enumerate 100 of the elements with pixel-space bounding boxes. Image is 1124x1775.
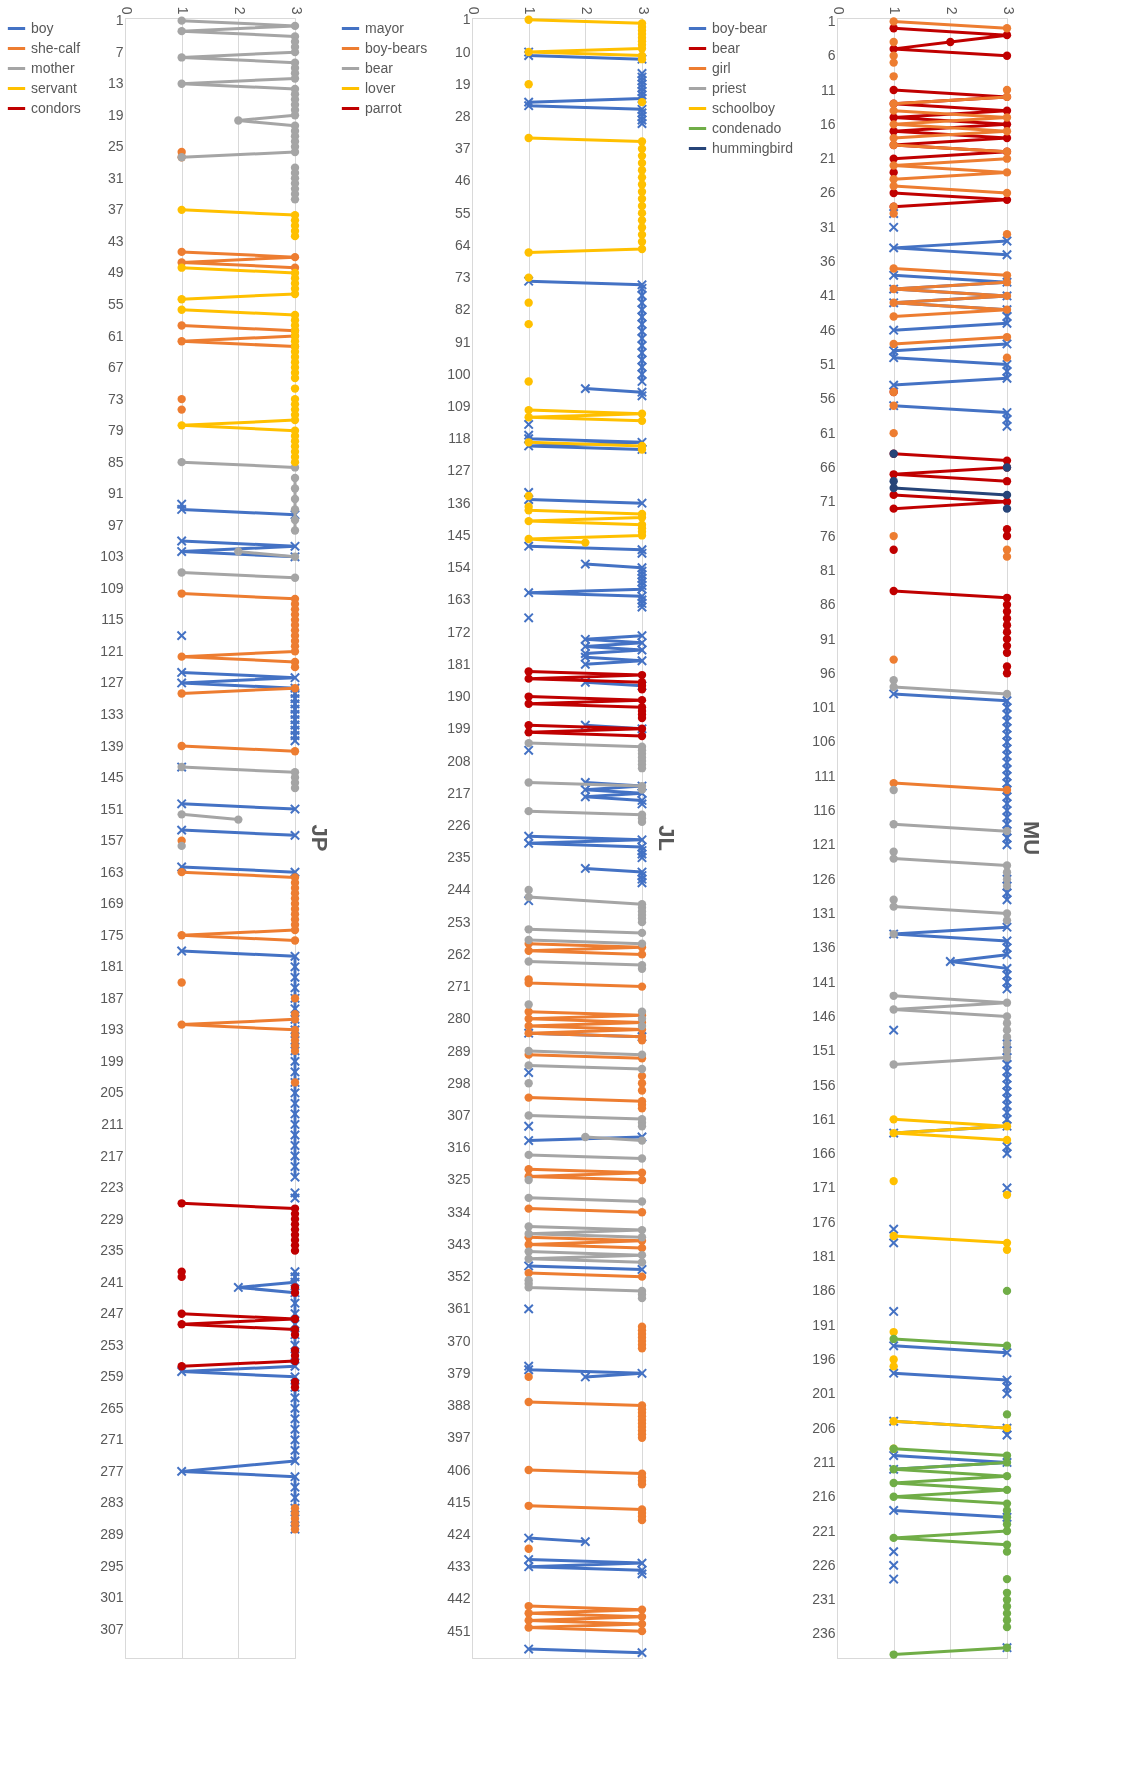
x-tick-label: 3	[635, 6, 652, 15]
y-tick-label: 86	[819, 596, 836, 613]
y-tick-label: 91	[819, 630, 836, 647]
y-tick-label: 343	[447, 1235, 471, 1252]
y-tick-label: 51	[819, 356, 836, 373]
y-tick-label: 211	[813, 1453, 836, 1470]
y-tick-label: 41	[819, 287, 836, 304]
y-tick-label: 109	[447, 398, 471, 415]
y-tick-label: 49	[107, 264, 124, 281]
y-tick-label: 157	[100, 832, 124, 849]
y-tick-label: 154	[447, 559, 471, 576]
legend-label: bear	[712, 39, 741, 56]
y-tick-label: 100	[447, 365, 471, 382]
y-tick-label: 199	[447, 720, 471, 737]
y-tick-label: 127	[100, 674, 124, 691]
y-tick-label: 229	[100, 1210, 124, 1227]
x-tick-label: 1	[887, 6, 904, 15]
text: MU	[1019, 820, 1045, 856]
y-tick-label: 236	[812, 1625, 836, 1642]
y-tick-label: 16	[819, 115, 836, 132]
legend-label: schoolboy	[712, 99, 776, 116]
x-tick-label: 1	[522, 6, 539, 15]
y-tick-label: 271	[100, 1431, 124, 1448]
y-tick-label: 176	[812, 1213, 836, 1230]
y-tick-label: 253	[100, 1336, 124, 1353]
y-tick-label: 253	[447, 913, 471, 930]
y-tick-label: 161	[812, 1110, 836, 1127]
y-tick-label: 235	[100, 1242, 124, 1259]
y-tick-label: 79	[107, 422, 124, 439]
y-tick-label: 73	[454, 269, 471, 286]
y-tick-label: 208	[447, 752, 471, 769]
y-tick-label: 151	[100, 800, 124, 817]
y-tick-label: 295	[100, 1557, 124, 1574]
y-tick-label: 223	[100, 1179, 124, 1196]
y-tick-label: 186	[812, 1282, 836, 1299]
legend-label: girl	[712, 59, 731, 76]
y-tick-label: 265	[100, 1399, 124, 1416]
y-tick-label: 175	[100, 926, 124, 943]
y-tick-label: 103	[100, 548, 124, 565]
legend-label: condors	[31, 99, 81, 116]
y-tick-label: 141	[812, 973, 836, 990]
y-tick-label: 127	[447, 462, 471, 479]
legend-label: lover	[365, 79, 396, 96]
y-tick-label: 31	[107, 169, 124, 186]
y-tick-label: 37	[454, 140, 471, 157]
y-tick-label: 370	[447, 1332, 471, 1349]
y-tick-label: 235	[447, 849, 471, 866]
y-tick-label: 205	[100, 1084, 124, 1101]
y-tick-label: 172	[447, 623, 471, 640]
y-tick-label: 191	[812, 1316, 836, 1333]
y-tick-label: 259	[100, 1368, 124, 1385]
y-tick-label: 181	[812, 1248, 836, 1265]
y-tick-label: 301	[100, 1589, 124, 1606]
y-tick-label: 307	[447, 1107, 471, 1124]
y-tick-label: 163	[447, 591, 471, 608]
y-tick-label: 169	[100, 895, 124, 912]
y-tick-label: 101	[812, 699, 836, 716]
y-tick-label: 73	[107, 390, 124, 407]
y-tick-label: 316	[447, 1139, 471, 1156]
y-tick-label: 244	[447, 881, 471, 898]
y-tick-label: 21	[819, 150, 836, 167]
y-tick-label: 139	[100, 737, 124, 754]
y-tick-label: 280	[447, 1010, 471, 1027]
legend-label: bear	[365, 59, 394, 76]
y-tick-label: 211	[101, 1115, 124, 1132]
y-tick-label: 131	[812, 904, 836, 921]
y-tick-label: 171	[812, 1179, 836, 1196]
y-tick-label: 196	[812, 1351, 836, 1368]
y-tick-label: 19	[454, 75, 471, 92]
y-tick-label: 271	[447, 978, 471, 995]
y-tick-label: 193	[100, 1021, 124, 1038]
y-tick-label: 379	[447, 1364, 471, 1381]
y-tick-label: 217	[447, 784, 471, 801]
y-tick-label: 289	[447, 1042, 471, 1059]
y-tick-label: 334	[447, 1203, 471, 1220]
x-tick-label: 1	[175, 6, 192, 15]
y-tick-label: 116	[813, 802, 836, 819]
x-tick-label: 2	[231, 6, 248, 15]
y-tick-label: 181	[100, 958, 124, 975]
y-tick-label: 36	[819, 253, 836, 270]
legend-label: she-calf	[31, 39, 81, 56]
y-tick-label: 221	[812, 1522, 836, 1539]
y-tick-label: 28	[454, 107, 471, 124]
y-tick-label: 109	[100, 579, 124, 596]
y-tick-label: 71	[819, 493, 836, 510]
text: JL	[654, 825, 680, 851]
legend-label: boy	[31, 19, 54, 36]
y-tick-label: 424	[447, 1525, 471, 1542]
y-tick-label: 325	[447, 1171, 471, 1188]
y-tick-label: 163	[100, 863, 124, 880]
y-tick-label: 76	[819, 527, 836, 544]
y-tick-label: 247	[100, 1305, 124, 1322]
y-tick-label: 298	[447, 1074, 471, 1091]
y-tick-label: 146	[812, 1007, 836, 1024]
legend-label: mayor	[365, 19, 405, 36]
y-tick-label: 10	[454, 43, 471, 60]
legend-label: hummingbird	[712, 139, 793, 156]
y-tick-label: 19	[107, 106, 124, 123]
y-tick-label: 433	[447, 1558, 471, 1575]
y-tick-label: 283	[100, 1494, 124, 1511]
